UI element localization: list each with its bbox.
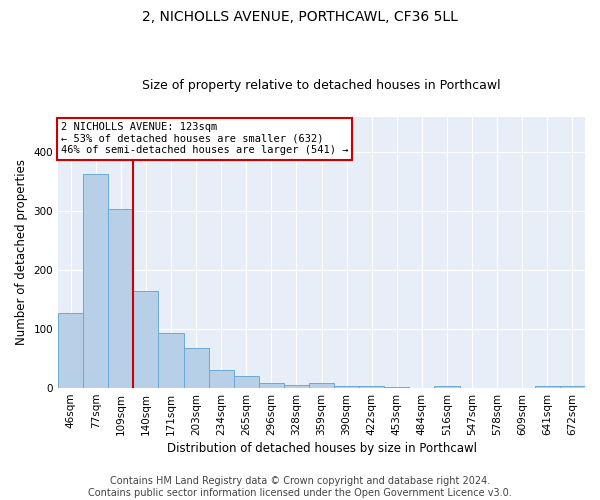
Bar — [158, 333, 184, 388]
Bar — [359, 386, 384, 388]
Bar — [233, 376, 259, 388]
Text: 2 NICHOLLS AVENUE: 123sqm
← 53% of detached houses are smaller (632)
46% of semi: 2 NICHOLLS AVENUE: 123sqm ← 53% of detac… — [61, 122, 348, 156]
Bar — [434, 386, 460, 388]
Bar — [209, 370, 233, 388]
Y-axis label: Number of detached properties: Number of detached properties — [15, 160, 28, 346]
Bar — [259, 383, 284, 388]
Bar — [309, 383, 334, 388]
Bar — [560, 386, 585, 388]
X-axis label: Distribution of detached houses by size in Porthcawl: Distribution of detached houses by size … — [167, 442, 476, 455]
Text: Contains HM Land Registry data © Crown copyright and database right 2024.
Contai: Contains HM Land Registry data © Crown c… — [88, 476, 512, 498]
Bar — [535, 386, 560, 388]
Bar — [83, 174, 108, 388]
Bar — [334, 386, 359, 388]
Title: Size of property relative to detached houses in Porthcawl: Size of property relative to detached ho… — [142, 79, 501, 92]
Text: 2, NICHOLLS AVENUE, PORTHCAWL, CF36 5LL: 2, NICHOLLS AVENUE, PORTHCAWL, CF36 5LL — [142, 10, 458, 24]
Bar — [108, 209, 133, 388]
Bar — [58, 312, 83, 388]
Bar — [184, 348, 209, 388]
Bar — [284, 384, 309, 388]
Bar — [133, 291, 158, 388]
